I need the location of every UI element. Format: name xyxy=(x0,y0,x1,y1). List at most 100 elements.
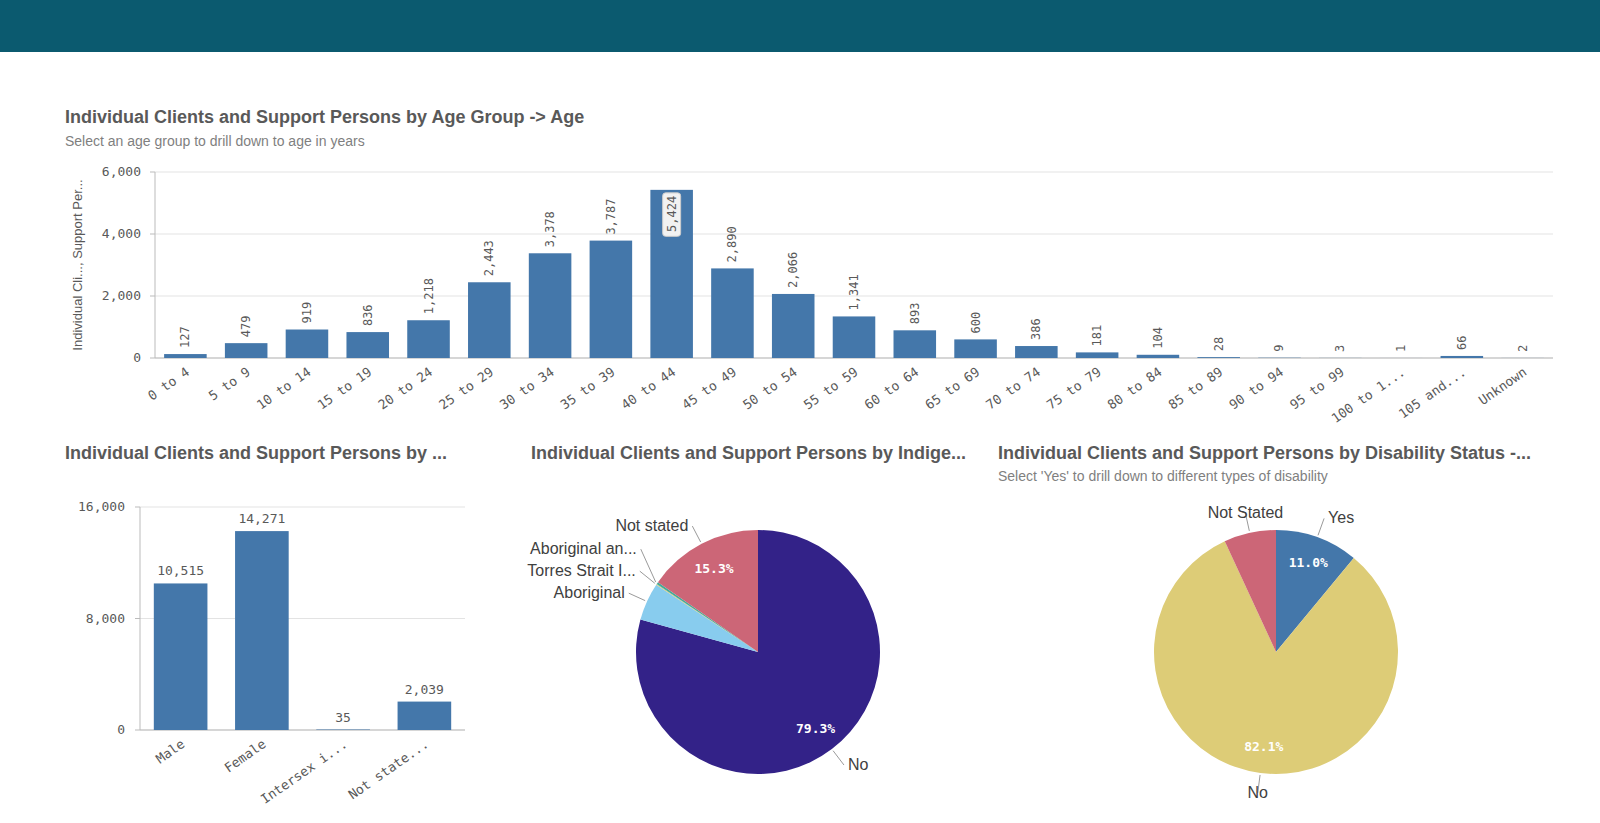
bar xyxy=(1015,346,1058,358)
y-axis-label: Individual Cli..., Support Per... xyxy=(70,179,85,350)
data-label: 82.1% xyxy=(1244,739,1283,754)
data-label: 600 xyxy=(969,312,983,334)
leader-line xyxy=(629,593,645,600)
tick-mark xyxy=(135,730,140,731)
x-tick-label: Female xyxy=(222,736,269,775)
tick-mark xyxy=(150,234,155,235)
x-tick-label: 100 to 1... xyxy=(1329,364,1408,426)
y-axis xyxy=(140,507,141,730)
labels: 79.3%15.3%NoAboriginalTorres Strait I...… xyxy=(527,517,868,773)
x-tick-label: Unknown xyxy=(1476,364,1529,408)
bar xyxy=(407,320,450,358)
bar xyxy=(1380,357,1423,358)
x-tick-label: 95 to 99 xyxy=(1287,364,1347,412)
bar xyxy=(1076,352,1119,358)
x-tick-label: 85 to 89 xyxy=(1166,364,1226,412)
chart-title: Individual Clients and Support Persons b… xyxy=(531,443,966,463)
x-tick-label: Male xyxy=(153,736,187,766)
data-label: 2,039 xyxy=(405,682,444,697)
x-tick-label: 80 to 84 xyxy=(1105,364,1165,412)
bars xyxy=(164,190,1544,358)
grid-line xyxy=(140,507,465,508)
labels: 1270 to 44795 to 991910 to 1483615 to 19… xyxy=(145,193,1530,426)
tick-mark xyxy=(135,507,140,508)
bar-chart: Individual Clients and Support Persons b… xyxy=(65,443,465,807)
bar xyxy=(954,339,997,358)
bar-chart: Individual Clients and Support Persons b… xyxy=(65,107,1553,426)
pie-slice xyxy=(636,530,880,774)
data-label: 836 xyxy=(361,304,375,326)
data-label: 3 xyxy=(1333,345,1347,352)
grid-line xyxy=(155,172,1553,173)
tick-mark xyxy=(150,358,155,359)
data-label: 3,378 xyxy=(543,211,557,247)
header-band xyxy=(0,0,1600,52)
x-tick-label: 20 to 24 xyxy=(375,364,435,412)
data-label: 1,218 xyxy=(422,278,436,314)
bar xyxy=(833,316,876,358)
chart-title: Individual Clients and Support Persons b… xyxy=(65,443,447,463)
data-label: 3,787 xyxy=(604,198,618,234)
data-label: 28 xyxy=(1212,337,1226,351)
slice-label: Yes xyxy=(1328,509,1354,526)
x-tick-label: 45 to 49 xyxy=(679,364,739,412)
bar xyxy=(346,332,389,358)
label-box xyxy=(663,193,681,237)
slice-label: Not stated xyxy=(615,517,688,534)
data-label: 1,341 xyxy=(847,274,861,310)
chart-title: Individual Clients and Support Persons b… xyxy=(65,107,584,127)
pie-slice xyxy=(1225,530,1276,652)
slice-label: Not Stated xyxy=(1208,504,1284,521)
x-tick-label: 60 to 64 xyxy=(862,364,922,412)
data-label: 35 xyxy=(335,710,351,725)
chart-subtitle: Select an age group to drill down to age… xyxy=(65,133,365,149)
y-tick-label: 16,000 xyxy=(78,499,125,514)
bar xyxy=(1258,357,1301,358)
bar xyxy=(235,531,289,730)
data-label: 2 xyxy=(1516,345,1530,352)
bar xyxy=(1501,357,1544,358)
slices xyxy=(636,530,880,774)
bar xyxy=(164,354,207,358)
x-tick-label: 30 to 34 xyxy=(497,364,557,412)
x-tick-label: 5 to 9 xyxy=(206,364,253,403)
data-label: 15.3% xyxy=(694,561,733,576)
tick-mark xyxy=(150,296,155,297)
x-tick-label: 55 to 59 xyxy=(801,364,861,412)
bar xyxy=(772,294,815,358)
pie-slice xyxy=(658,530,758,652)
x-tick-label: Not state... xyxy=(346,736,432,802)
data-label: 14,271 xyxy=(238,511,285,526)
data-label: 386 xyxy=(1029,318,1043,340)
data-label: 79.3% xyxy=(796,721,835,736)
leader-line xyxy=(641,549,656,582)
bar xyxy=(316,729,370,730)
pie-chart: Individual Clients and Support Persons b… xyxy=(998,443,1531,801)
bar xyxy=(398,702,452,730)
bar xyxy=(154,583,208,730)
grid-line xyxy=(155,234,1553,235)
y-tick-label: 2,000 xyxy=(102,288,141,303)
slice-label: No xyxy=(1248,784,1269,801)
data-label: 181 xyxy=(1090,325,1104,347)
slices xyxy=(1154,530,1398,774)
bar xyxy=(1197,357,1240,358)
bar xyxy=(590,241,633,358)
data-label: 127 xyxy=(178,326,192,348)
bar xyxy=(468,282,511,358)
x-tick-label: 70 to 74 xyxy=(983,364,1043,412)
x-tick-label: 0 to 4 xyxy=(145,364,192,403)
bar xyxy=(225,343,268,358)
x-tick-label: 25 to 29 xyxy=(436,364,496,412)
leader-line xyxy=(1318,518,1324,535)
data-label: 66 xyxy=(1455,336,1469,350)
leader-line xyxy=(833,751,844,765)
x-tick-label: Intersex i... xyxy=(258,736,350,807)
data-label: 919 xyxy=(300,302,314,324)
data-label: 9 xyxy=(1272,344,1286,351)
bar xyxy=(1441,356,1484,358)
y-tick-label: 4,000 xyxy=(102,226,141,241)
data-label: 104 xyxy=(1151,327,1165,349)
y-axis xyxy=(155,172,156,358)
x-tick-label: 105 and... xyxy=(1396,364,1469,421)
